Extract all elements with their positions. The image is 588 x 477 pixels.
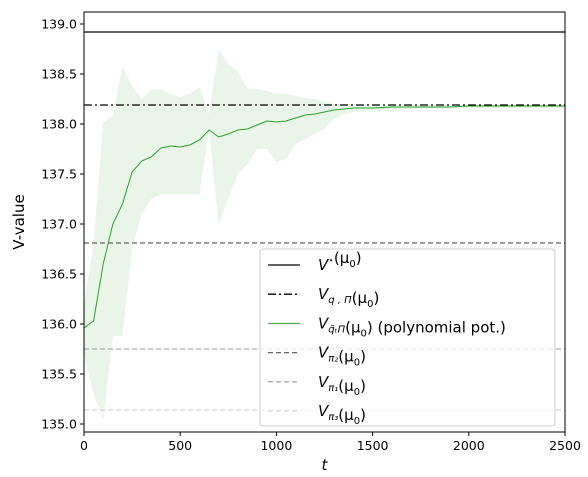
- legend-arg: (μ: [334, 249, 350, 267]
- legend-v: V: [318, 256, 330, 274]
- legend-v: V: [318, 373, 330, 391]
- legend-v: V: [318, 402, 330, 420]
- legend-arg: (μ: [338, 406, 354, 424]
- legend-box: [259, 248, 556, 427]
- x-tick-label-4: 2000: [453, 438, 485, 453]
- y-tick-label-2: 136.0: [41, 317, 77, 332]
- legend-arg: (μ: [338, 348, 354, 366]
- legend-v: V: [318, 344, 330, 362]
- y-tick-label-8: 139.0: [41, 17, 77, 32]
- legend-entry-1: Vq , Π(μ0): [318, 285, 379, 310]
- x-axis-label: t: [322, 456, 329, 474]
- y-tick-label-7: 138.5: [41, 67, 77, 82]
- y-axis-label: V-value: [10, 194, 28, 249]
- x-tick-label-5: 2500: [549, 438, 581, 453]
- legend-tail: ): [373, 289, 379, 307]
- plot-frame: [83, 11, 566, 433]
- legend-arg-sub: 0: [354, 387, 360, 398]
- y-tick-label-6: 138.0: [41, 117, 77, 132]
- axes: 0 500 1000 1500 2000 2500 135.0 135.5 136.0 136.5…: [10, 11, 581, 474]
- y-tick-label-5: 137.5: [41, 167, 77, 182]
- y-tick-label-0: 135.0: [41, 417, 77, 432]
- legend-entry-4: Vπ₁(μ0): [318, 373, 366, 398]
- legend-v: V: [318, 285, 330, 303]
- legend-sub: π₃: [328, 412, 338, 423]
- legend-tail: ): [360, 348, 366, 366]
- y-tick-label-1: 135.5: [41, 367, 77, 382]
- x-tick-label-0: 0: [80, 438, 88, 453]
- legend-sub: q , Π: [328, 295, 352, 306]
- x-tick-label-2: 1000: [260, 438, 292, 453]
- legend-tail: ) (polynomial pot.): [367, 318, 506, 336]
- legend-entry-3: Vπ₂(μ0): [318, 344, 366, 369]
- legend-sub: π₁: [328, 383, 338, 394]
- x-tick-label-1: 500: [168, 438, 192, 453]
- legend-arg: (μ: [338, 377, 354, 395]
- y-tick-label-3: 136.5: [41, 267, 77, 282]
- x-tick-label-3: 1500: [357, 438, 389, 453]
- legend-arg-sub: 0: [354, 416, 360, 427]
- legend-tail: ): [360, 377, 366, 395]
- y-tick-label-4: 137.0: [41, 217, 77, 232]
- legend-entry-2: Vq̃ₜΠ(μ0) (polynomial pot.): [318, 314, 506, 339]
- confidence-band-0: [84, 50, 565, 419]
- series-line-0: [84, 105, 565, 329]
- legend-tail: ): [356, 249, 362, 267]
- legend-tail: ): [360, 406, 366, 424]
- legend-sub: q̃ₜΠ: [328, 323, 345, 335]
- legend-sub: π₂: [328, 354, 338, 365]
- legend-v: V: [318, 314, 330, 332]
- legend-arg-sub: 0: [367, 299, 373, 310]
- legend-arg: (μ: [352, 289, 368, 307]
- legend: V⋆(μ0)Vq , Π(μ0)Vq̃ₜΠ(μ0) (polynomial po…: [259, 248, 556, 427]
- legend-arg-sub: 0: [354, 358, 360, 369]
- legend-arg-sub: 0: [361, 328, 367, 339]
- legend-arg-sub: 0: [349, 259, 355, 270]
- legend-arg: (μ: [345, 318, 361, 336]
- legend-entry-5: Vπ₃(μ0): [318, 402, 366, 427]
- legend-entry-0: V⋆(μ0): [318, 249, 362, 274]
- legend-sup: ⋆: [328, 256, 334, 266]
